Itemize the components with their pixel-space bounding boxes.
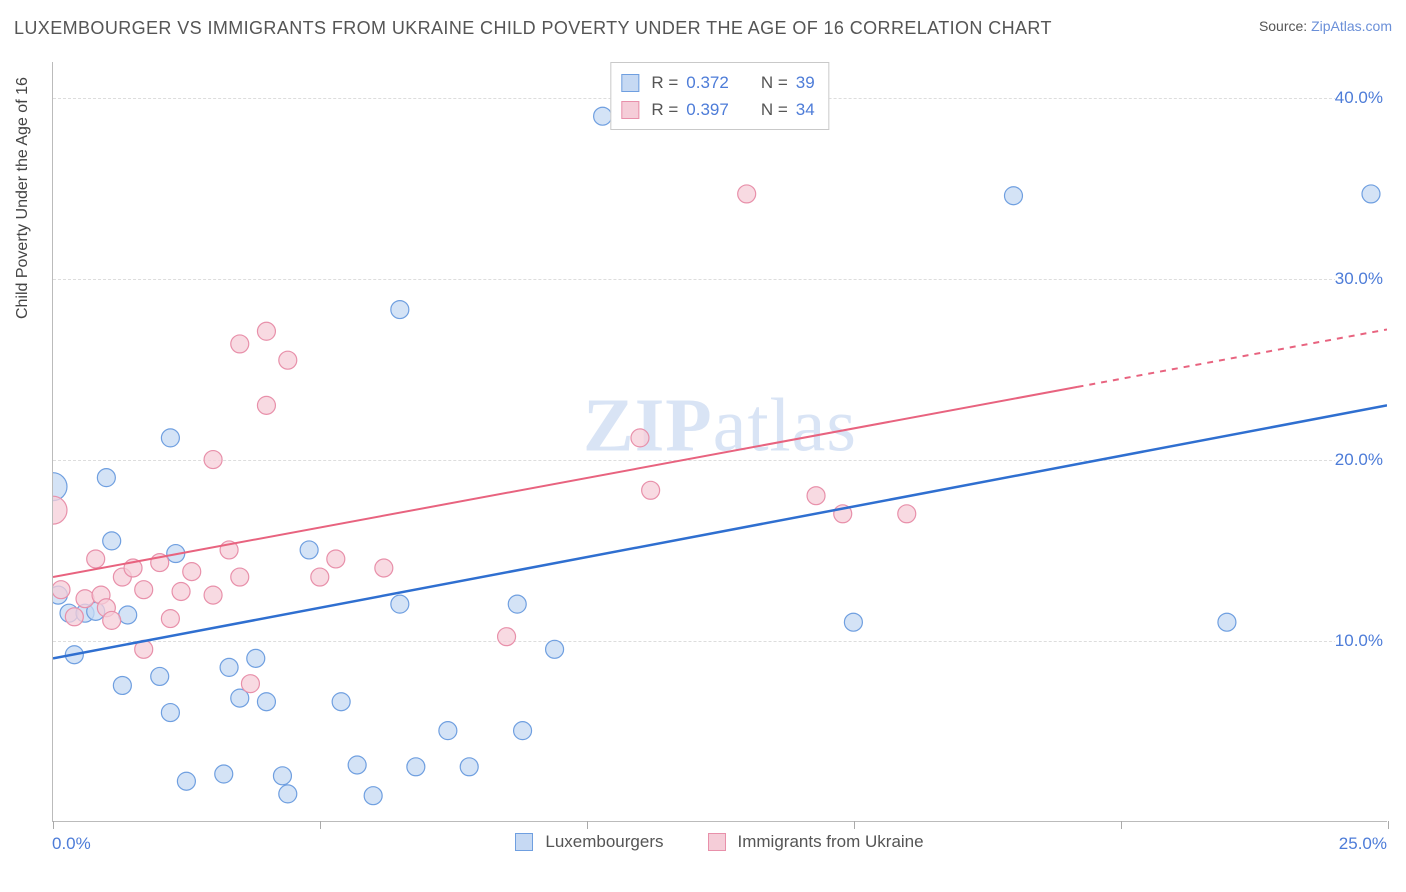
y-axis-label: Child Poverty Under the Age of 16 <box>14 77 32 319</box>
data-point <box>631 429 649 447</box>
legend-swatch <box>708 833 726 851</box>
stats-row: R = 0.372 N = 39 <box>621 69 814 96</box>
series-legend: Luxembourgers Immigrants from Ukraine <box>52 832 1387 852</box>
data-point <box>508 595 526 613</box>
source-link[interactable]: ZipAtlas.com <box>1311 18 1392 34</box>
data-point <box>642 481 660 499</box>
source-attribution: Source: ZipAtlas.com <box>1259 18 1392 34</box>
r-label: R = <box>651 69 678 96</box>
data-point <box>257 693 275 711</box>
data-point <box>375 559 393 577</box>
chart-svg <box>53 62 1387 821</box>
data-point <box>391 595 409 613</box>
correlation-stats-box: R = 0.372 N = 39 R = 0.397 N = 34 <box>610 62 829 130</box>
x-tick <box>53 821 54 829</box>
data-point <box>807 487 825 505</box>
legend-swatch <box>621 101 639 119</box>
n-label: N = <box>761 96 788 123</box>
n-value: 34 <box>796 96 815 123</box>
data-point <box>135 581 153 599</box>
r-value: 0.397 <box>686 96 729 123</box>
data-point <box>460 758 478 776</box>
data-point <box>215 765 233 783</box>
data-point <box>177 772 195 790</box>
data-point <box>327 550 345 568</box>
data-point <box>183 563 201 581</box>
data-point <box>738 185 756 203</box>
trend-line <box>53 405 1387 658</box>
stats-row: R = 0.397 N = 34 <box>621 96 814 123</box>
legend-label: Immigrants from Ukraine <box>738 832 924 852</box>
chart-header: LUXEMBOURGER VS IMMIGRANTS FROM UKRAINE … <box>14 18 1392 39</box>
data-point <box>1362 185 1380 203</box>
data-point <box>87 550 105 568</box>
data-point <box>247 649 265 667</box>
data-point <box>439 722 457 740</box>
data-point <box>407 758 425 776</box>
data-point <box>231 568 249 586</box>
data-point <box>53 496 67 524</box>
data-point <box>311 568 329 586</box>
source-label: Source: <box>1259 18 1311 34</box>
data-point <box>498 628 516 646</box>
data-point <box>76 590 94 608</box>
data-point <box>257 396 275 414</box>
data-point <box>97 469 115 487</box>
data-point <box>273 767 291 785</box>
data-point <box>300 541 318 559</box>
data-point <box>844 613 862 631</box>
data-point <box>332 693 350 711</box>
n-label: N = <box>761 69 788 96</box>
plot-area: ZIPatlas R =0.372N =39R =0.397N =34 10.0… <box>52 62 1387 822</box>
data-point <box>119 606 137 624</box>
legend-label: Luxembourgers <box>545 832 663 852</box>
r-value: 0.372 <box>686 69 729 96</box>
data-point <box>151 667 169 685</box>
legend-swatch <box>515 833 533 851</box>
data-point <box>53 581 70 599</box>
data-point <box>161 704 179 722</box>
data-point <box>348 756 366 774</box>
n-value: 39 <box>796 69 815 96</box>
r-label: R = <box>651 96 678 123</box>
data-point <box>103 532 121 550</box>
data-point <box>113 676 131 694</box>
data-point <box>220 658 238 676</box>
data-point <box>172 583 190 601</box>
x-tick <box>320 821 321 829</box>
data-point <box>279 785 297 803</box>
data-point <box>898 505 916 523</box>
data-point <box>161 610 179 628</box>
trend-line-extrapolated <box>1078 329 1387 386</box>
data-point <box>1218 613 1236 631</box>
data-point <box>546 640 564 658</box>
data-point <box>257 322 275 340</box>
data-point <box>204 451 222 469</box>
legend-swatch <box>621 74 639 92</box>
trend-line <box>53 387 1078 577</box>
data-point <box>231 335 249 353</box>
data-point <box>279 351 297 369</box>
x-tick <box>1121 821 1122 829</box>
legend-item: Immigrants from Ukraine <box>704 832 928 852</box>
data-point <box>103 611 121 629</box>
data-point <box>391 301 409 319</box>
x-tick <box>587 821 588 829</box>
data-point <box>65 608 83 626</box>
data-point <box>594 107 612 125</box>
data-point <box>1004 187 1022 205</box>
data-point <box>204 586 222 604</box>
x-tick <box>1388 821 1389 829</box>
data-point <box>514 722 532 740</box>
data-point <box>241 675 259 693</box>
data-point <box>161 429 179 447</box>
legend-item: Luxembourgers <box>511 832 667 852</box>
x-tick <box>854 821 855 829</box>
data-point <box>364 787 382 805</box>
chart-title: LUXEMBOURGER VS IMMIGRANTS FROM UKRAINE … <box>14 18 1052 39</box>
